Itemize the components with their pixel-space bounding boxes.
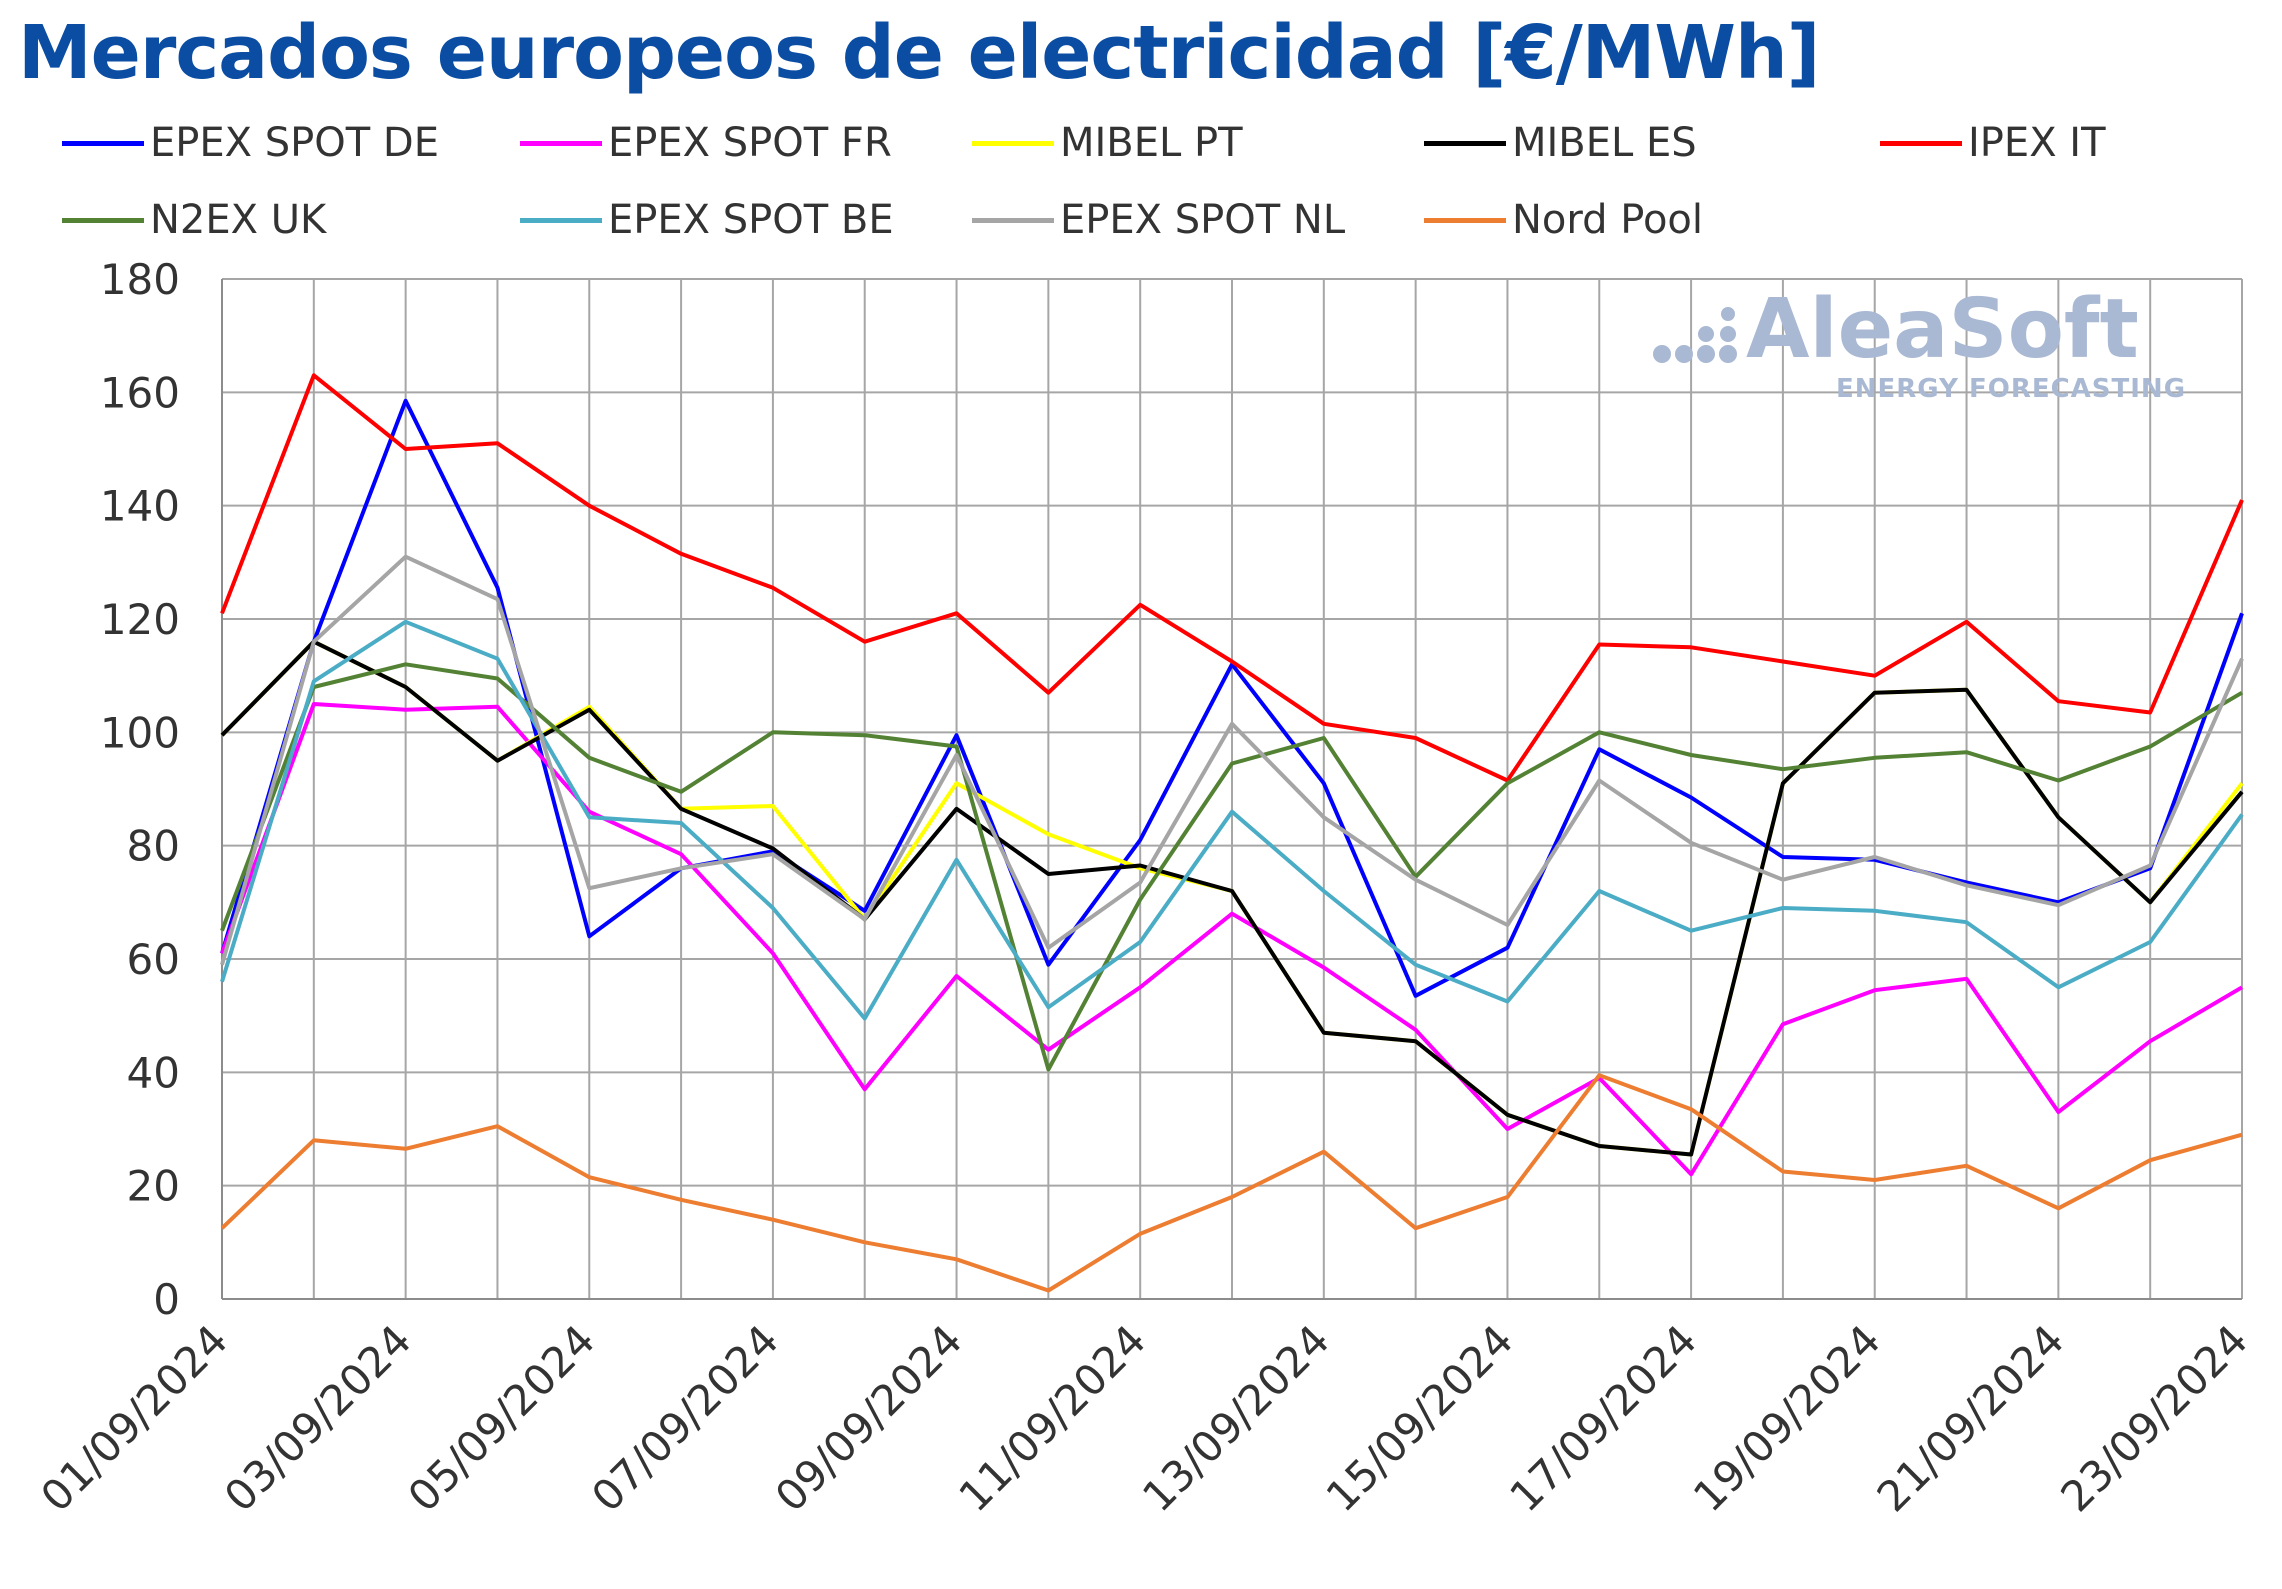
legend-swatch xyxy=(1424,140,1506,146)
legend-swatch xyxy=(972,140,1054,146)
y-tick-label: 20 xyxy=(127,1162,180,1211)
legend-label: EPEX SPOT DE xyxy=(150,120,440,166)
x-tick-label: 07/09/2024 xyxy=(582,1315,788,1521)
x-tick-label: 09/09/2024 xyxy=(766,1315,972,1521)
series-line-n2ex-uk xyxy=(220,662,2244,1072)
grid-lines xyxy=(221,278,2243,1300)
x-tick-label: 11/09/2024 xyxy=(949,1315,1155,1521)
y-tick-label: 180 xyxy=(100,255,180,304)
legend-item: EPEX SPOT FR xyxy=(520,118,892,168)
x-tick-label: 03/09/2024 xyxy=(215,1315,421,1521)
aleasoft-logo: AleaSoft ENERGY FORECASTING xyxy=(1650,282,2210,412)
legend-item: MIBEL ES xyxy=(1424,118,1697,168)
x-tick-label: 17/09/2024 xyxy=(1500,1315,1706,1521)
legend-item: IPEX IT xyxy=(1880,118,2106,168)
series-line-mibel-es xyxy=(220,639,2244,1157)
x-tick-label: 21/09/2024 xyxy=(1868,1315,2074,1521)
logo-name: AleaSoft xyxy=(1746,282,2139,377)
series-line-epex-spot-fr xyxy=(220,702,2244,1177)
series-line-nord-pool xyxy=(220,1073,2243,1293)
legend-label: MIBEL PT xyxy=(1060,120,1243,166)
x-tick-label: 23/09/2024 xyxy=(2051,1315,2257,1521)
legend-label: EPEX SPOT BE xyxy=(608,197,894,243)
logo-tagline: ENERGY FORECASTING xyxy=(1836,374,2187,404)
y-tick-label: 40 xyxy=(127,1048,180,1097)
chart-legend: EPEX SPOT DE EPEX SPOT FR MIBEL PT MIBEL ES… xyxy=(0,118,2282,278)
x-tick-label: 15/09/2024 xyxy=(1317,1315,1523,1521)
legend-label: MIBEL ES xyxy=(1512,120,1697,166)
legend-item: Nord Pool xyxy=(1424,195,1703,245)
legend-label: N2EX UK xyxy=(150,197,327,243)
legend-swatch xyxy=(62,217,144,223)
y-tick-label: 160 xyxy=(100,368,180,417)
y-tick-label: 0 xyxy=(153,1275,180,1324)
x-tick-label: 13/09/2024 xyxy=(1133,1315,1339,1521)
legend-item: EPEX SPOT NL xyxy=(972,195,1345,245)
legend-item: N2EX UK xyxy=(62,195,326,245)
axes xyxy=(221,279,2242,1300)
y-tick-label: 120 xyxy=(100,595,180,644)
y-axis-ticks: 0 20 40 60 80 100 120 140 160 180 xyxy=(100,255,180,1324)
y-tick-label: 60 xyxy=(127,935,180,984)
legend-label: EPEX SPOT FR xyxy=(608,120,892,166)
series-lines xyxy=(220,373,2244,1293)
legend-label: IPEX IT xyxy=(1968,120,2106,166)
legend-swatch xyxy=(972,217,1054,223)
y-tick-label: 80 xyxy=(127,822,180,871)
x-tick-label: 19/09/2024 xyxy=(1684,1315,1890,1521)
series-line-ipex-it xyxy=(220,373,2244,783)
legend-swatch xyxy=(1880,140,1962,146)
legend-swatch xyxy=(1424,217,1506,223)
legend-swatch xyxy=(520,217,602,223)
x-tick-label: 01/09/2024 xyxy=(31,1315,237,1521)
y-tick-label: 100 xyxy=(100,708,180,757)
x-tick-label: 05/09/2024 xyxy=(399,1315,605,1521)
legend-item: EPEX SPOT BE xyxy=(520,195,894,245)
chart-title: Mercados europeos de electricidad [€/MWh… xyxy=(18,10,1820,96)
legend-item: EPEX SPOT DE xyxy=(62,118,439,168)
y-tick-label: 140 xyxy=(100,482,180,531)
x-axis-ticks: 01/09/202403/09/202405/09/202407/09/2024… xyxy=(31,1315,2257,1521)
legend-swatch xyxy=(62,140,144,146)
legend-label: EPEX SPOT NL xyxy=(1060,197,1346,243)
logo-dots-icon xyxy=(1653,307,1737,363)
legend-swatch xyxy=(520,140,602,146)
series-line-epex-spot-nl xyxy=(220,554,2244,966)
legend-item: MIBEL PT xyxy=(972,118,1243,168)
legend-label: Nord Pool xyxy=(1512,197,1703,243)
series-line-epex-spot-be xyxy=(220,619,2244,1021)
